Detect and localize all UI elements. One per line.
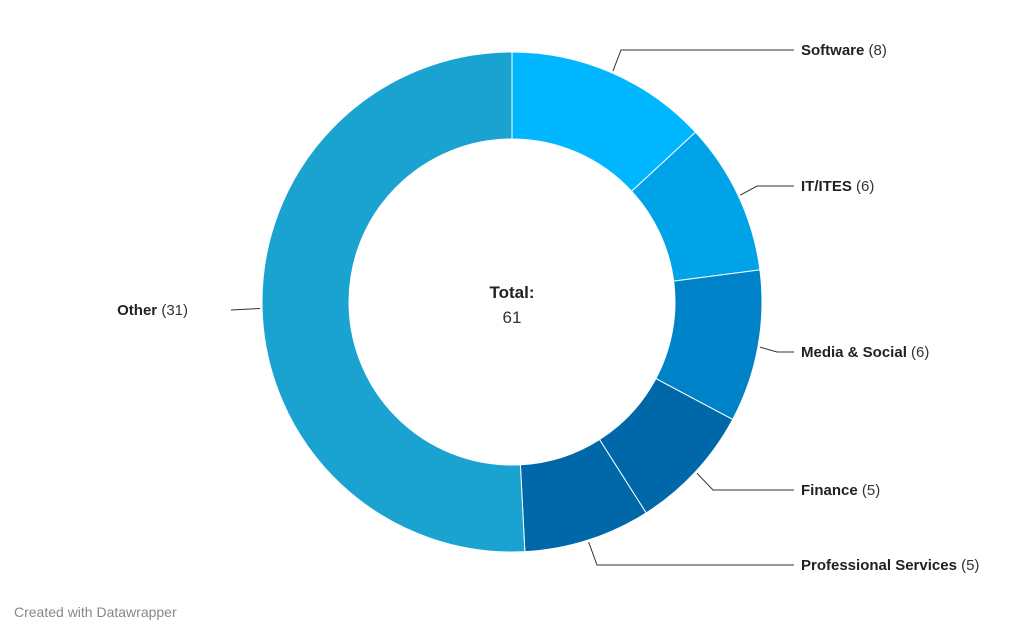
- leader-finance: [696, 472, 794, 491]
- slice-other: [261, 51, 526, 553]
- label-count-other: (31): [157, 302, 188, 319]
- label-count-professional-services: (5): [957, 557, 980, 574]
- label-finance: Finance (5): [801, 482, 880, 499]
- center-total-label: Total:: [489, 283, 534, 302]
- label-media-social: Media & Social (6): [801, 344, 929, 361]
- label-name-it-ites: IT/ITES: [801, 178, 852, 195]
- leader-professional-services: [588, 541, 794, 566]
- center-total-value: 61: [503, 308, 522, 327]
- label-name-professional-services: Professional Services: [801, 557, 957, 574]
- label-professional-services: Professional Services (5): [801, 557, 979, 574]
- label-it-ites: IT/ITES (6): [801, 178, 874, 195]
- label-count-software: (8): [864, 42, 887, 59]
- label-name-other: Other: [117, 302, 157, 319]
- label-name-media-social: Media & Social: [801, 344, 907, 361]
- label-count-media-social: (6): [907, 344, 930, 361]
- label-software: Software (8): [801, 42, 887, 59]
- leader-lines: [230, 49, 794, 566]
- leader-software: [612, 49, 794, 72]
- label-other: Other (31): [117, 302, 188, 319]
- donut-slices: [261, 51, 763, 553]
- leader-it-ites: [739, 185, 794, 196]
- label-count-it-ites: (6): [852, 178, 875, 195]
- leader-media-social: [759, 346, 794, 353]
- label-name-finance: Finance: [801, 482, 858, 499]
- leader-other: [230, 307, 261, 311]
- label-name-software: Software: [801, 42, 864, 59]
- slice-labels: Software (8)IT/ITES (6)Media & Social (6…: [117, 42, 979, 574]
- label-count-finance: (5): [858, 482, 881, 499]
- footer-credit: Created with Datawrapper: [14, 604, 177, 620]
